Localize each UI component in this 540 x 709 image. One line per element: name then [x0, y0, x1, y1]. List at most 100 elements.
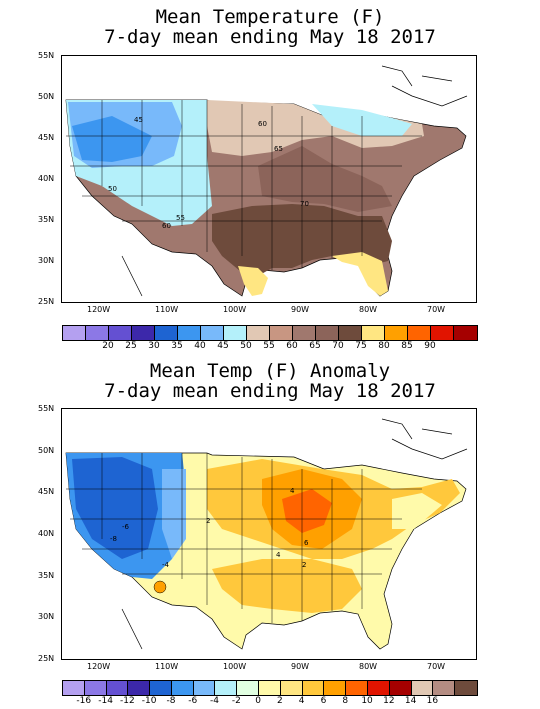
- anomaly-map-graphic: -6 -8 -4 2 4 6 4 2: [65, 418, 468, 650]
- latitude-label: 30N: [38, 256, 55, 265]
- coldest-west-region: [72, 116, 152, 162]
- contour-label: 2: [206, 517, 210, 525]
- contour-label: 2: [302, 561, 306, 569]
- colorbar-label: 80: [378, 341, 390, 351]
- colorbar-swatch: [224, 326, 247, 340]
- colorbar-swatch: [63, 681, 85, 695]
- colorbar-swatch: [150, 681, 172, 695]
- colorbar-swatch: [431, 326, 454, 340]
- longitude-label: 120W: [87, 662, 111, 671]
- colorbar-label: 12: [383, 696, 395, 706]
- colorbar-swatch: [237, 681, 260, 695]
- latitude-label: 45N: [38, 133, 55, 142]
- colorbar-swatch: [201, 326, 224, 340]
- colorbar-label: 75: [355, 341, 367, 351]
- latitude-label: 55N: [38, 51, 55, 60]
- colorbar-label: 2: [277, 696, 283, 706]
- latitude-label: 25N: [38, 654, 55, 663]
- colorbar-swatch: [324, 681, 347, 695]
- colorbar-label: 40: [194, 341, 206, 351]
- colorbar-swatch: [316, 326, 339, 340]
- anomaly-map: -6 -8 -4 2 4 6 4 2: [61, 408, 477, 660]
- contour-label: 45: [134, 116, 143, 124]
- contour-label: 60: [258, 120, 267, 128]
- colorbar-label: 0: [255, 696, 261, 706]
- warm-spot: [153, 580, 167, 594]
- colorbar-swatch: [367, 681, 390, 695]
- colorbar-swatch: [178, 326, 201, 340]
- colorbar-label: -10: [141, 696, 157, 706]
- colorbar-label: 25: [125, 341, 137, 351]
- latitude-label: 50N: [38, 445, 55, 455]
- contour-label: 65: [274, 145, 283, 153]
- colorbar-label: 50: [240, 341, 252, 351]
- colorbar-label: 55: [263, 341, 275, 351]
- longitude-label: 110W: [155, 662, 179, 671]
- colorbar-swatch: [362, 326, 385, 340]
- colorbar-swatch: [171, 681, 194, 695]
- latitude-label: 40N: [38, 174, 55, 183]
- colorbar-swatch: [215, 681, 238, 695]
- colorbar-swatch: [346, 681, 368, 695]
- colorbar-label: 35: [171, 341, 183, 351]
- colorbar-label: 8: [342, 696, 349, 706]
- map-subtitle: 7-day mean ending May 18 2017: [104, 26, 436, 48]
- colorbar-label: 65: [309, 341, 321, 351]
- longitude-label: 80W: [359, 662, 378, 671]
- contour-label: -6: [122, 523, 130, 531]
- colorbar-label: 6: [320, 696, 327, 706]
- longitude-label: 70W: [427, 662, 446, 671]
- colorbar-swatch: [408, 326, 431, 340]
- latitude-label: 45N: [38, 487, 55, 497]
- colorbar-swatch: [280, 681, 303, 695]
- contour-label: 70: [300, 200, 309, 208]
- state-borders: [66, 453, 422, 623]
- colorbar-label: 85: [401, 341, 413, 351]
- colorbar-swatch: [155, 326, 178, 340]
- latitude-label: 25N: [38, 297, 55, 306]
- colorbar-label: 14: [404, 696, 417, 706]
- colorbar-label: 20: [102, 341, 114, 351]
- colorbar-swatch: [247, 326, 270, 340]
- temperature-map-graphic: 45 50 55 60 60 65 70: [65, 65, 468, 297]
- latitude-label: 30N: [38, 612, 55, 622]
- contour-label: 60: [162, 222, 171, 230]
- colorbar-label: 70: [332, 341, 344, 351]
- contour-label: 6: [304, 539, 309, 547]
- latitude-label: 40N: [38, 529, 55, 538]
- coastlines: [121, 65, 468, 297]
- colorbar-swatch: [389, 681, 412, 695]
- colorbar-swatch: [433, 681, 456, 695]
- state-borders: [66, 100, 422, 270]
- contour-labels: 45 50 55 60 60 65 70: [108, 116, 309, 230]
- latitude-label: 35N: [38, 215, 55, 224]
- strongest-warm-region: [282, 489, 332, 533]
- texas-warm-region: [238, 266, 268, 296]
- south-warm-region: [212, 559, 362, 613]
- colorbar-swatch: [193, 681, 216, 695]
- colorbar-label: 90: [424, 341, 436, 351]
- longitude-label: 100W: [223, 305, 247, 314]
- contour-label: -4: [162, 561, 170, 569]
- colorbar-swatch: [128, 681, 151, 695]
- anomaly-map-subtitle: 7-day mean ending May 18 2017: [104, 380, 436, 402]
- colorbar-label: -8: [166, 696, 176, 706]
- longitude-label: 90W: [291, 662, 310, 671]
- colorbar-swatch: [411, 681, 434, 695]
- longitude-label: 110W: [155, 305, 179, 314]
- coastlines: [121, 418, 468, 650]
- colorbar-swatch: [339, 326, 362, 340]
- colorbar-swatch: [302, 681, 325, 695]
- strong-cool-region: [72, 457, 158, 559]
- colorbar-label: -12: [120, 696, 135, 706]
- colorbar-swatch: [109, 326, 132, 340]
- colorbar-swatch: [84, 681, 107, 695]
- temperature-map: 45 50 55 60 60 65 70: [61, 55, 477, 303]
- mid-brown-region: [258, 146, 392, 212]
- colorbar-swatch: [293, 326, 316, 340]
- colorbar-label: -2: [231, 696, 241, 706]
- colorbar-label: 30: [148, 341, 160, 351]
- colorbar-label: 45: [217, 341, 229, 351]
- anomaly-colorbar: [62, 680, 478, 696]
- colorbar-swatch: [270, 326, 293, 340]
